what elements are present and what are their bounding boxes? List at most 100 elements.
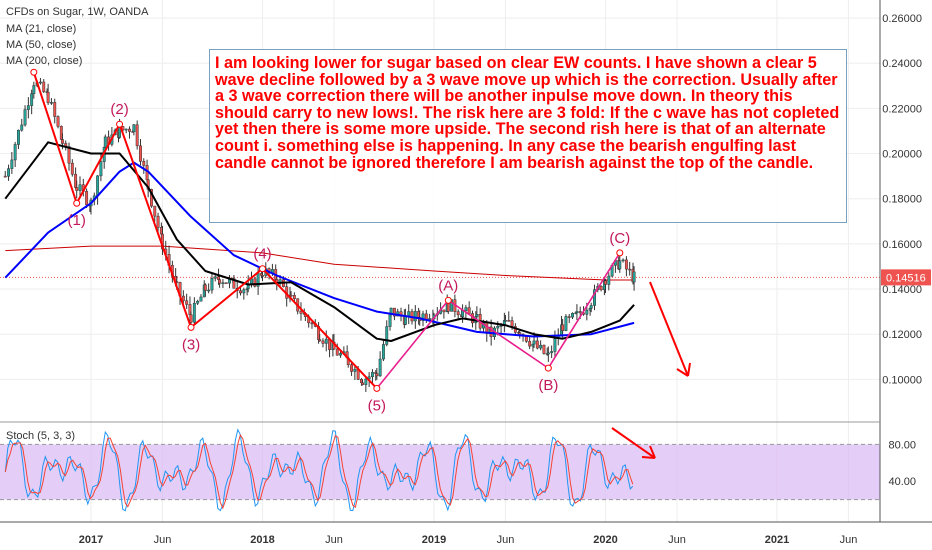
candle-body [518,332,522,335]
candle-body [70,162,74,175]
impulse-wave-path [32,71,378,390]
wave-label: (C) [609,230,630,247]
candle-body [553,338,557,352]
candle-body [53,102,57,117]
candle-body [378,358,382,377]
stoch-d-line [4,433,634,510]
wave-point [616,249,624,257]
candle-body [103,136,107,148]
x-tick-label: Jun [668,534,686,546]
candle-body [192,302,196,323]
candle-body [632,271,636,283]
y-tick-label: 0.12000 [882,329,922,341]
candle-body [23,109,27,126]
candle-body [207,289,211,292]
y-tick-label: 0.26000 [882,13,922,25]
candle-body [218,279,222,284]
candle-body [185,300,189,305]
candle-body [507,320,511,322]
wave-point [30,68,38,76]
candle-body [578,311,582,314]
stochastic-panel: 80.00 40.00 [0,427,916,512]
candle-body [424,313,428,320]
candle-body [499,325,503,327]
x-tick-label: Jun [840,534,858,546]
projection-arrow-line [649,281,689,377]
candle-body [7,168,10,177]
candle-body [10,159,14,169]
candle-body [13,144,17,161]
wave-point [544,364,552,372]
candle-body [139,145,142,162]
candle-body [599,286,603,291]
stoch-arrow-head [641,445,656,459]
candle-body [535,340,539,349]
candle-body [618,260,622,270]
analysis-note[interactable]: I am looking lower for sugar based on cl… [209,49,847,223]
candle-body [461,310,465,317]
candle-body [567,316,571,318]
candle-body [575,311,579,314]
candle-body [375,373,379,377]
wave-label: (A) [438,277,458,294]
candle-body [532,340,536,345]
stoch-arrow-line [611,427,656,459]
candle-body [213,276,217,279]
candle-body [232,278,236,289]
wave-annotations: (1) (2) (3) (4) (5) (A) (B) (C) [30,68,691,414]
wave-point [73,199,81,207]
candle-body [153,205,157,217]
candle-body [321,340,325,344]
candle-body [49,102,53,104]
wave-point [187,323,195,331]
stoch-tick-label: 40.00 [888,476,916,488]
candle-body [339,353,343,356]
candle-body [370,372,374,378]
y-tick-label: 0.24000 [882,58,922,70]
candle-body [17,129,20,145]
x-tick-label: Jun [325,534,343,546]
candle-body [607,275,611,285]
candle-body [624,259,628,270]
ma200-line [5,245,635,281]
candle-body [67,146,71,164]
wave-label: (1) [68,212,86,229]
candle-body [199,296,203,302]
candle-body [350,364,354,372]
symbol-title: CFDs on Sugar, 1W, OANDA [6,6,149,18]
last-price-tag [881,269,931,286]
ma200-legend: MA (200, close) [6,55,83,67]
y-tick-label: 0.14000 [882,284,922,296]
wave-point [444,296,452,304]
wave-label: (3) [182,336,200,353]
candle-body [99,161,103,177]
candle-body [318,339,322,342]
candle-body [381,344,385,360]
candle-body [442,309,446,313]
candle-body [26,105,30,110]
candle-body [564,316,568,331]
corrective-wave-path [376,252,621,389]
ma200-layer [5,245,635,281]
wave-label: (B) [538,377,558,394]
candle-body [46,91,50,104]
y-tick-label: 0.18000 [882,194,922,206]
candle-body [142,161,146,166]
y-tick-label: 0.10000 [882,374,922,386]
ma21-line [4,141,635,342]
stoch-label: Stoch (5, 3, 3) [6,430,76,442]
x-tick-label: Jun [497,534,515,546]
x-tick-label: 2018 [250,534,274,546]
candle-body [224,282,228,284]
candle-body [128,128,131,132]
candle-body [78,184,82,191]
candle-body [150,189,153,207]
candle-body [561,324,565,331]
y-tick-label: 0.16000 [882,239,922,251]
candle-body [593,289,596,306]
candle-body [189,314,193,323]
candle-body [621,259,625,262]
candle-body [496,325,500,329]
candle-body [392,307,396,317]
